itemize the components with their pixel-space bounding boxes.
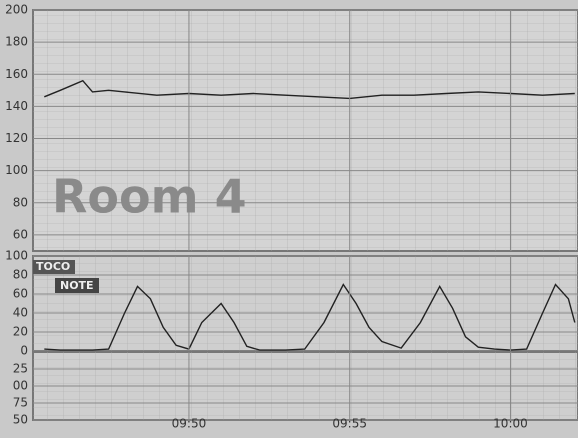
y-tick-label: 0	[20, 344, 28, 358]
x-tick-label: 09:50	[172, 417, 207, 431]
y-tick-label: 80	[13, 195, 28, 209]
y-tick-label: 60	[13, 227, 28, 241]
y-tick-label: 140	[5, 99, 28, 113]
panel-title: TOCO	[36, 260, 70, 273]
room-label: Room 4	[52, 170, 247, 224]
y-tick-label: 100	[5, 163, 28, 177]
page: 2001801601401201008060Room 4100806040200…	[0, 0, 578, 438]
y-tick-label: 200	[5, 3, 28, 17]
y-tick-label: 60	[13, 287, 28, 301]
x-tick-label: 09:55	[332, 417, 367, 431]
y-tick-label: 00	[13, 379, 28, 393]
x-tick-label: 10:00	[493, 417, 528, 431]
y-tick-label: 80	[13, 268, 28, 282]
y-tick-label: 100	[5, 249, 28, 263]
y-tick-label: 120	[5, 131, 28, 145]
monitor-screen: 2001801601401201008060Room 4100806040200…	[0, 0, 578, 438]
y-tick-label: 180	[5, 35, 28, 49]
y-tick-label: 40	[13, 306, 28, 320]
y-tick-label: 25	[13, 362, 28, 376]
note-label: NOTE	[60, 279, 94, 292]
y-tick-label: 75	[13, 396, 28, 410]
y-tick-label: 20	[13, 325, 28, 339]
y-tick-label: 50	[13, 413, 28, 427]
y-tick-label: 160	[5, 67, 28, 81]
